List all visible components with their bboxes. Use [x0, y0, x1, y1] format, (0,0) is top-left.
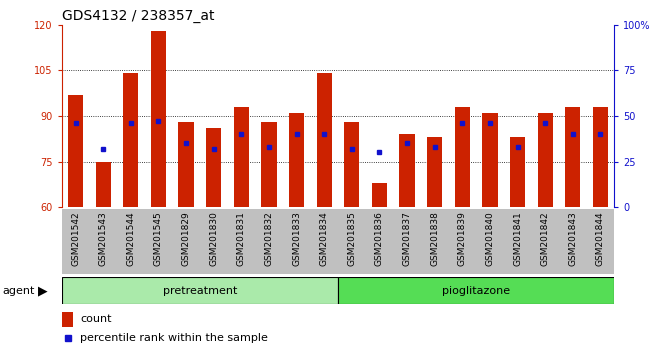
Bar [344, 122, 359, 207]
Text: GSM201833: GSM201833 [292, 211, 301, 266]
Bar [151, 31, 166, 207]
Bar [593, 107, 608, 207]
Bar [124, 73, 138, 207]
Bar [61, 209, 90, 274]
Text: GSM201545: GSM201545 [154, 211, 163, 266]
Text: GSM201836: GSM201836 [375, 211, 384, 266]
Bar [289, 113, 304, 207]
Text: GDS4132 / 238357_at: GDS4132 / 238357_at [62, 9, 214, 23]
Text: percentile rank within the sample: percentile rank within the sample [80, 333, 268, 343]
Text: GSM201829: GSM201829 [181, 211, 190, 266]
Bar [427, 137, 442, 207]
Text: pioglitazone: pioglitazone [442, 286, 510, 296]
Bar [372, 183, 387, 207]
Bar [420, 209, 449, 274]
Text: GSM201543: GSM201543 [99, 211, 108, 266]
Text: GSM201837: GSM201837 [402, 211, 411, 266]
Bar [510, 137, 525, 207]
Bar [566, 107, 580, 207]
Text: agent: agent [2, 286, 34, 296]
Text: GSM201542: GSM201542 [71, 211, 80, 266]
Text: GSM201839: GSM201839 [458, 211, 467, 266]
Bar [199, 209, 228, 274]
Text: GSM201834: GSM201834 [320, 211, 329, 266]
Bar [62, 312, 73, 327]
Bar [261, 122, 276, 207]
Bar [538, 113, 552, 207]
Bar [62, 277, 338, 304]
Text: GSM201830: GSM201830 [209, 211, 218, 266]
Bar [482, 113, 497, 207]
Bar [179, 122, 194, 207]
Bar [116, 209, 146, 274]
Bar [530, 209, 560, 274]
Bar [400, 134, 415, 207]
Bar [586, 209, 615, 274]
Bar [317, 73, 332, 207]
Text: GSM201840: GSM201840 [486, 211, 495, 266]
Text: pretreatment: pretreatment [162, 286, 237, 296]
Bar [337, 209, 367, 274]
Text: GSM201544: GSM201544 [126, 211, 135, 266]
Bar [393, 209, 422, 274]
Bar [309, 209, 339, 274]
Text: GSM201831: GSM201831 [237, 211, 246, 266]
Text: GSM201838: GSM201838 [430, 211, 439, 266]
Bar [68, 95, 83, 207]
Bar [88, 209, 118, 274]
Bar [206, 128, 221, 207]
Bar [234, 107, 249, 207]
Text: GSM201841: GSM201841 [513, 211, 522, 266]
Bar [448, 209, 477, 274]
Bar [475, 209, 504, 274]
Text: GSM201843: GSM201843 [568, 211, 577, 266]
Bar [338, 277, 614, 304]
Bar [365, 209, 394, 274]
Bar [254, 209, 283, 274]
Bar [144, 209, 173, 274]
Text: GSM201842: GSM201842 [541, 211, 550, 266]
Bar [227, 209, 256, 274]
Bar [96, 161, 111, 207]
Bar [455, 107, 470, 207]
Bar [558, 209, 588, 274]
Text: GSM201832: GSM201832 [265, 211, 274, 266]
Bar [282, 209, 311, 274]
Text: ▶: ▶ [38, 284, 47, 297]
Text: count: count [80, 314, 111, 324]
Bar [172, 209, 201, 274]
Bar [503, 209, 532, 274]
Text: GSM201835: GSM201835 [347, 211, 356, 266]
Text: GSM201844: GSM201844 [596, 211, 605, 266]
